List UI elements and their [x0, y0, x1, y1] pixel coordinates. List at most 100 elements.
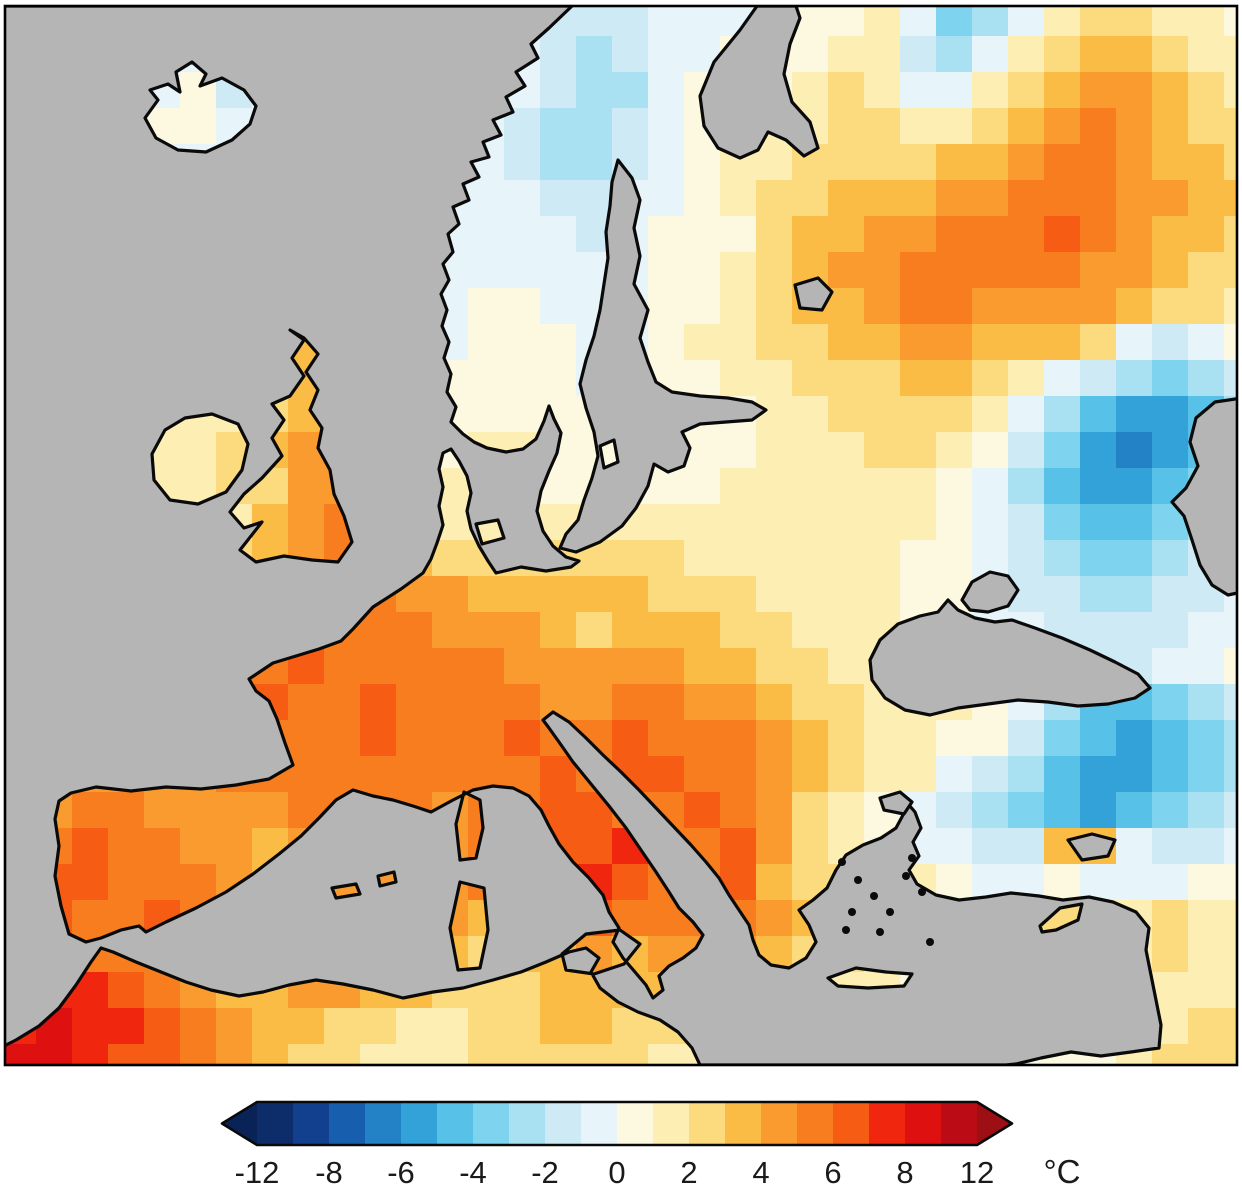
anomaly-cell — [360, 612, 397, 649]
anomaly-cell — [324, 648, 361, 685]
anomaly-cell — [828, 324, 865, 361]
anomaly-cell — [864, 180, 901, 217]
anomaly-cell — [756, 576, 793, 613]
anomaly-cell — [828, 252, 865, 289]
anomaly-cell — [1044, 720, 1081, 757]
anomaly-cell — [1008, 6, 1045, 37]
anomaly-cell — [648, 468, 685, 505]
anomaly-cell — [1188, 324, 1225, 361]
anomaly-cell — [504, 360, 541, 397]
anomaly-cell — [864, 720, 901, 757]
anomaly-cell — [144, 864, 181, 901]
aegean-islets — [838, 854, 934, 946]
anomaly-cell — [1152, 648, 1189, 685]
anomaly-cell — [756, 144, 793, 181]
anomaly-cell — [1188, 360, 1225, 397]
anomaly-cell — [216, 1008, 253, 1045]
anomaly-cell — [576, 36, 613, 73]
anomaly-cell — [756, 828, 793, 865]
anomaly-cell — [756, 432, 793, 469]
anomaly-cell — [828, 72, 865, 109]
anomaly-cell — [1008, 36, 1045, 73]
anomaly-cell — [936, 396, 973, 433]
anomaly-cell — [1152, 144, 1189, 181]
colorbar-tick-label: 12 — [960, 1155, 994, 1190]
anomaly-cell — [972, 468, 1009, 505]
anomaly-cell — [648, 576, 685, 613]
anomaly-cell — [936, 108, 973, 145]
anomaly-cell — [612, 1044, 649, 1065]
anomaly-cell — [468, 324, 505, 361]
sea-white-sea — [698, 6, 820, 160]
anomaly-cell — [504, 972, 541, 1009]
anomaly-cell — [504, 396, 541, 433]
anomaly-cell — [1116, 360, 1153, 397]
anomaly-cell — [792, 612, 829, 649]
anomaly-cell — [1116, 612, 1153, 649]
anomaly-cell — [1080, 288, 1117, 325]
anomaly-cell — [1188, 936, 1225, 973]
anomaly-cell — [1188, 144, 1225, 181]
anomaly-cell — [900, 360, 937, 397]
anomaly-cell — [684, 684, 721, 721]
anomaly-cell — [792, 540, 829, 577]
anomaly-cell — [1224, 288, 1237, 325]
anomaly-cell — [612, 6, 649, 37]
colorbar-tick-label: -6 — [387, 1155, 415, 1190]
anomaly-cell — [1008, 792, 1045, 829]
sea-and-coastlines — [5, 6, 1237, 1065]
anomaly-cell — [720, 504, 757, 541]
anomaly-cell — [684, 216, 721, 253]
anomaly-cell — [540, 324, 577, 361]
anomaly-cell — [756, 756, 793, 793]
anomaly-cell — [1152, 1044, 1189, 1065]
anomaly-cell — [1008, 324, 1045, 361]
anomaly-cell — [1080, 360, 1117, 397]
anomaly-cell — [432, 684, 469, 721]
anomaly-cell — [1152, 720, 1189, 757]
anomaly-cell — [1008, 540, 1045, 577]
anomaly-cell — [540, 1008, 577, 1045]
anomaly-cell — [1116, 540, 1153, 577]
anomaly-cell — [1152, 252, 1189, 289]
anomaly-cell — [1044, 540, 1081, 577]
anomaly-cell — [972, 396, 1009, 433]
anomaly-cell — [900, 756, 937, 793]
anomaly-cell — [396, 648, 433, 685]
anomaly-cell — [936, 144, 973, 181]
anomaly-cell — [1224, 180, 1237, 217]
anomaly-cell — [756, 684, 793, 721]
anomaly-cell — [648, 252, 685, 289]
anomaly-cell — [1152, 756, 1189, 793]
anomaly-cell — [936, 756, 973, 793]
anomaly-cell — [468, 720, 505, 757]
anomaly-cell — [1044, 36, 1081, 73]
colorbar-segment — [725, 1102, 762, 1145]
anomaly-cell — [288, 468, 325, 505]
anomaly-cell — [648, 144, 685, 181]
anomaly-cell — [1008, 720, 1045, 757]
anomaly-cell — [1224, 684, 1237, 721]
colorbar-tick-label: 6 — [824, 1155, 841, 1190]
anomaly-cell — [216, 792, 253, 829]
anomaly-cell — [936, 216, 973, 253]
anomaly-cell — [1224, 1008, 1237, 1045]
anomaly-cell — [1008, 144, 1045, 181]
islet-dot — [886, 908, 894, 916]
anomaly-cell — [612, 108, 649, 145]
anomaly-cell — [792, 684, 829, 721]
anomaly-cell — [1152, 792, 1189, 829]
sea-azov — [960, 570, 1020, 614]
anomaly-cell — [1080, 792, 1117, 829]
anomaly-cell — [1152, 180, 1189, 217]
anomaly-cell — [684, 504, 721, 541]
anomaly-cell — [972, 180, 1009, 217]
anomaly-cell — [504, 324, 541, 361]
anomaly-cell — [360, 648, 397, 685]
anomaly-cell — [1116, 324, 1153, 361]
anomaly-cell — [1080, 612, 1117, 649]
anomaly-cell — [720, 360, 757, 397]
anomaly-cell — [1080, 252, 1117, 289]
